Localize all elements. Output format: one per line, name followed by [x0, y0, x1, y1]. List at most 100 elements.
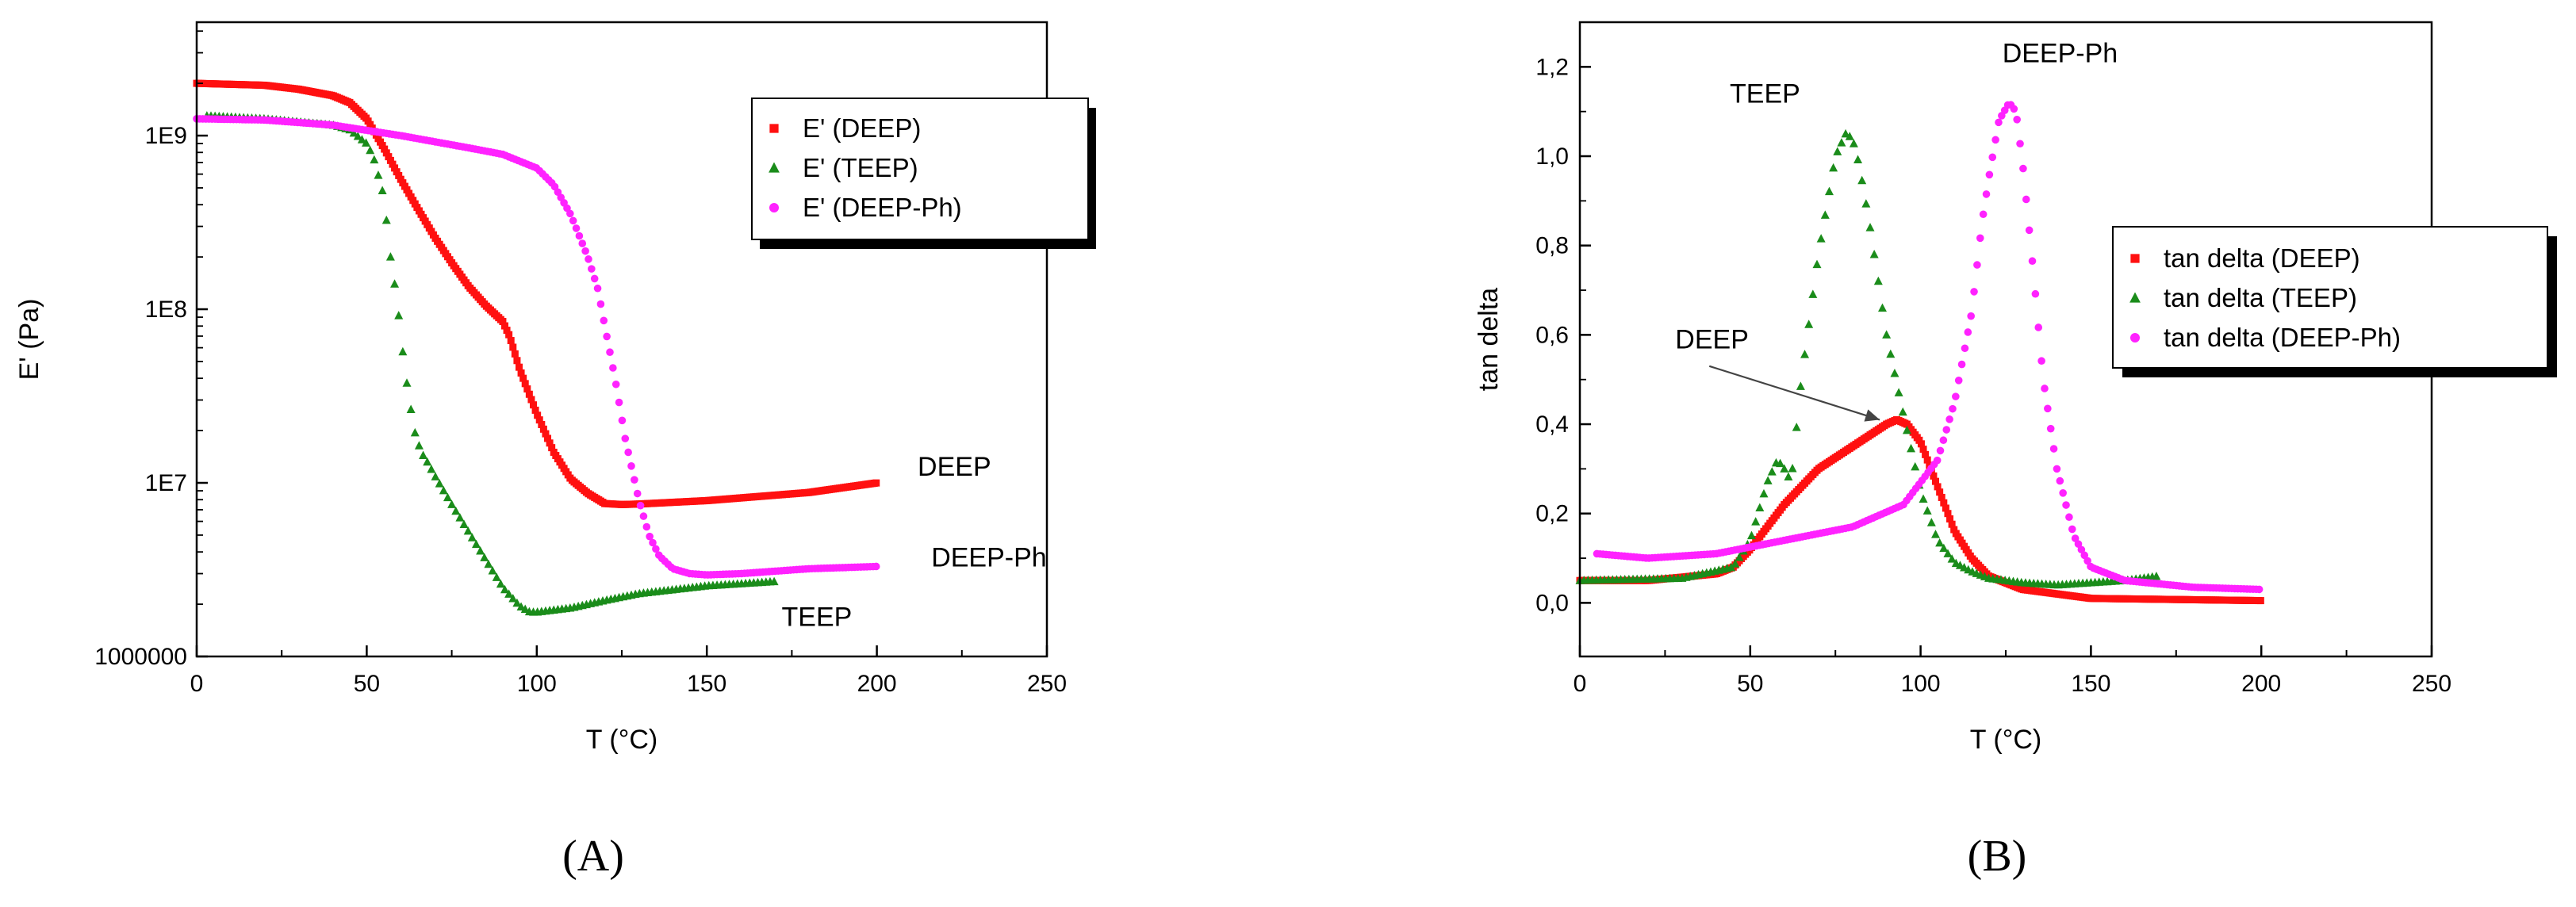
data-point [480, 553, 489, 561]
data-point [1816, 234, 1826, 243]
data-point [1942, 504, 1949, 512]
data-point [1973, 261, 1981, 269]
x-tick-label: 200 [857, 671, 897, 697]
data-point [2034, 323, 2043, 331]
data-point [1922, 450, 1930, 458]
data-point [1949, 404, 1957, 413]
data-point [1890, 369, 1899, 377]
data-point [1902, 425, 1911, 434]
x-tick-label: 250 [1027, 671, 1067, 697]
data-point [1812, 259, 1822, 269]
data-point [402, 378, 412, 387]
data-point [585, 255, 592, 263]
data-point [366, 145, 375, 155]
data-point [1776, 458, 1785, 468]
data-point [1824, 186, 1834, 196]
data-point [357, 135, 366, 144]
legend-label: tan delta (DEEP) [2164, 243, 2360, 273]
panel-b-legend-box [2112, 226, 2548, 369]
data-point [476, 545, 485, 555]
data-point [370, 155, 379, 164]
data-point [606, 348, 614, 357]
data-point [2013, 116, 2021, 124]
data-point [386, 156, 394, 164]
legend-marker-deep-ph [769, 203, 779, 212]
data-point [427, 465, 436, 473]
data-point [393, 168, 401, 176]
data-point [1857, 175, 1867, 185]
data-point [627, 462, 635, 470]
data-point [593, 284, 602, 293]
x-axis: 0 50 100 150 200 250 T (°C) [190, 645, 1067, 755]
series-teep [202, 111, 779, 616]
data-point [1948, 520, 1956, 528]
annotation-teep: TEEP [782, 602, 853, 632]
data-point [1919, 446, 1927, 454]
data-point [1886, 349, 1896, 358]
data-point [531, 406, 539, 414]
data-point [492, 572, 501, 581]
data-point [2031, 289, 2040, 298]
data-point [633, 489, 642, 498]
data-point [2083, 557, 2091, 565]
series-deep-ph [1593, 101, 2264, 594]
data-point [2010, 105, 2018, 113]
data-point [1845, 132, 1854, 140]
data-point [1792, 423, 1801, 431]
data-point [439, 485, 448, 495]
data-point [521, 380, 529, 388]
data-point [1882, 330, 1892, 339]
x-tick-label: 50 [1737, 671, 1763, 697]
data-point [2016, 140, 2024, 148]
x-tick-label: 100 [1901, 671, 1941, 697]
data-point [349, 128, 358, 137]
data-point [1950, 526, 1958, 534]
data-point [1985, 170, 1994, 179]
data-point [636, 501, 645, 510]
data-point [624, 448, 632, 457]
data-point [1763, 476, 1773, 484]
data-point [512, 598, 522, 607]
data-point [575, 232, 584, 240]
data-point [1947, 554, 1957, 563]
data-point [1865, 223, 1875, 232]
data-point [652, 545, 660, 553]
y-axis-label: tan delta [1474, 288, 1504, 392]
data-point [1961, 344, 1969, 353]
data-point [507, 337, 515, 345]
data-point [395, 171, 403, 179]
data-point [600, 316, 608, 325]
data-point [431, 472, 440, 480]
data-point [1923, 456, 1931, 464]
data-point [1957, 360, 1966, 369]
data-point [419, 450, 428, 460]
x-axis: 0 50 100 150 200 250 T (°C) [1574, 645, 2451, 755]
data-point [1788, 464, 1797, 473]
data-point [1861, 199, 1871, 208]
data-point [1800, 350, 1810, 358]
data-point [385, 153, 393, 161]
data-point [2037, 357, 2045, 365]
data-point [1780, 464, 1789, 473]
legend-label: E' (DEEP-Ph) [803, 193, 962, 222]
data-point [1917, 440, 1925, 448]
data-point [1944, 510, 1952, 518]
data-point [1735, 553, 1744, 561]
data-point [1755, 503, 1765, 512]
data-point [548, 444, 556, 452]
y-tick-label: 1E7 [145, 470, 187, 496]
x-axis-label: T (°C) [1970, 725, 2041, 755]
data-point [390, 279, 400, 288]
data-point [1982, 190, 1991, 198]
data-point [385, 252, 395, 261]
data-point [381, 145, 389, 153]
data-point [1731, 559, 1740, 568]
data-point [2152, 572, 2161, 580]
data-point [1915, 436, 1923, 444]
data-point [423, 457, 432, 466]
data-point [611, 380, 620, 388]
data-point [484, 559, 493, 568]
panel-b-legend: tan delta (DEEP) tan delta (TEEP) tan delt… [2112, 226, 2557, 377]
data-point [2065, 513, 2073, 522]
